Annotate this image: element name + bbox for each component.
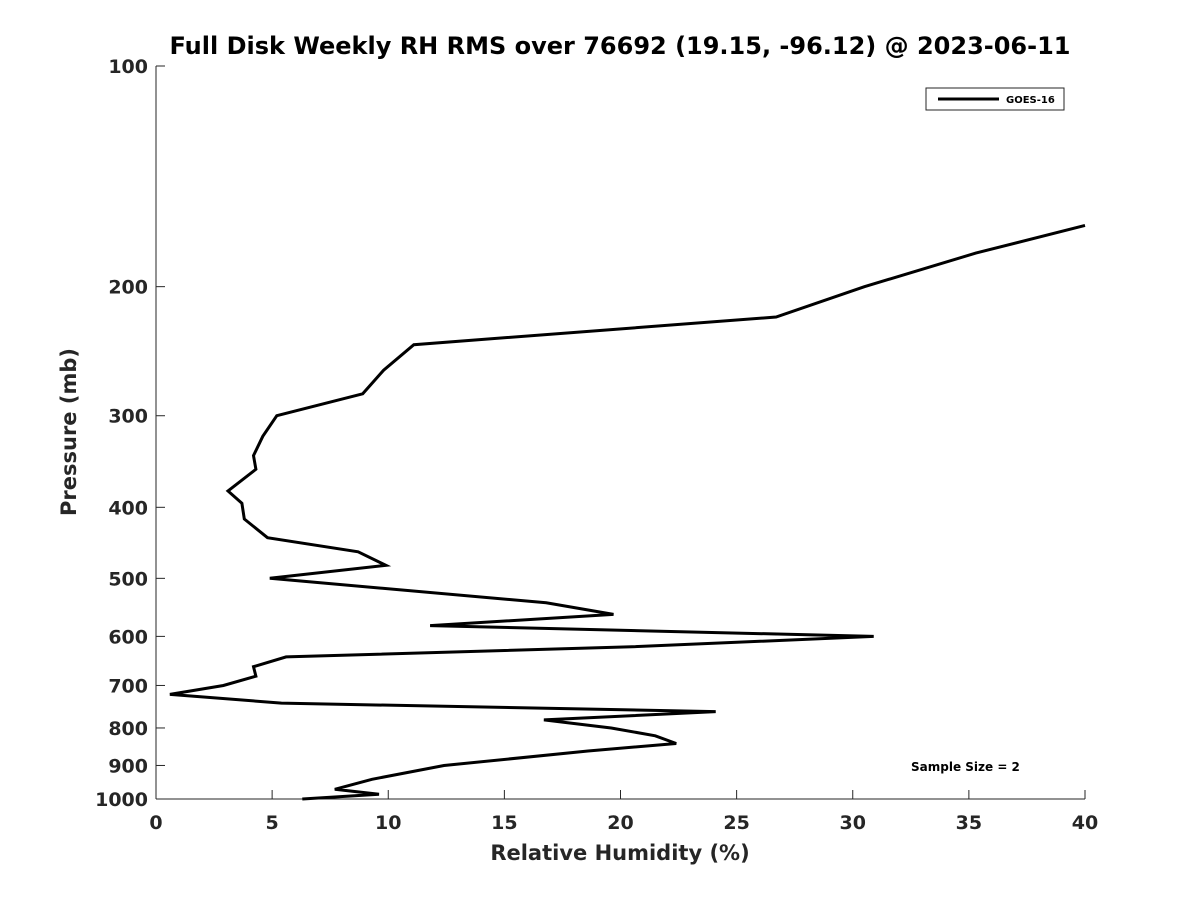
chart-title: Full Disk Weekly RH RMS over 76692 (19.1… (169, 32, 1070, 60)
y-tick-label: 300 (108, 406, 148, 428)
y-tick-label: 900 (108, 755, 148, 777)
series-group (169, 223, 1086, 801)
y-ticks: 100 200 300 400 500 600 700 800 900 1000 (95, 56, 165, 811)
x-tick-label: 35 (956, 812, 982, 834)
sample-size-annotation: Sample Size = 2 (911, 760, 1020, 774)
y-tick-label: 200 (108, 277, 148, 299)
x-tick-label: 15 (491, 812, 517, 834)
y-tick-label: 100 (108, 56, 148, 78)
y-tick-label: 1000 (95, 789, 148, 811)
series-line-goes-16 (169, 223, 1086, 801)
y-tick-label: 500 (108, 568, 148, 590)
y-tick-label: 400 (108, 497, 148, 519)
x-tick-label: 25 (723, 812, 749, 834)
x-tick-label: 30 (840, 812, 866, 834)
x-tick-label: 40 (1072, 812, 1098, 834)
y-axis-label: Pressure (mb) (57, 348, 81, 516)
y-tick-label: 800 (108, 718, 148, 740)
x-tick-label: 5 (266, 812, 279, 834)
x-axis-label: Relative Humidity (%) (490, 841, 749, 865)
x-ticks: 0 5 10 15 20 25 30 35 40 (149, 790, 1098, 834)
legend: GOES-16 (925, 87, 1065, 111)
y-tick-label: 600 (108, 626, 148, 648)
x-tick-label: 10 (375, 812, 401, 834)
x-tick-label: 20 (607, 812, 633, 834)
plot-area: 0 5 10 15 20 25 30 35 40 100 200 300 400 500 600 700 80… (95, 56, 1098, 834)
x-tick-label: 0 (149, 812, 162, 834)
legend-entry-goes-16: GOES-16 (1006, 95, 1055, 106)
y-tick-label: 700 (108, 675, 148, 697)
